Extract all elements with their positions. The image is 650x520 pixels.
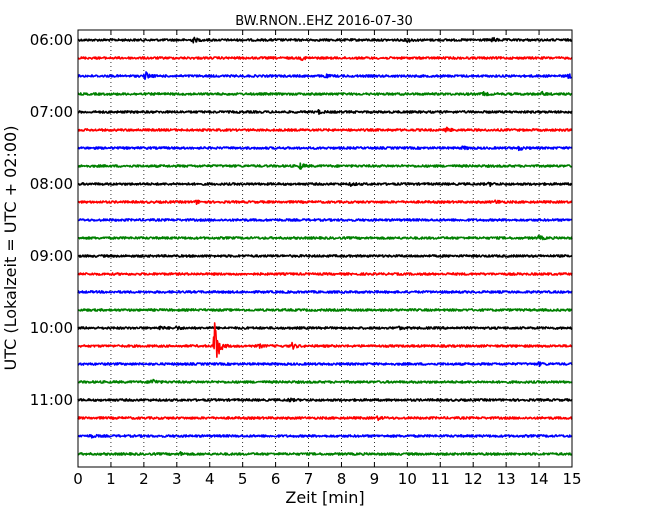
trace-line [77,56,573,62]
x-tick-label: 1 [106,470,116,488]
y-axis-label: UTC (Lokalzeit = UTC + 02:00) [1,126,20,371]
x-tick-label: 8 [337,470,347,488]
trace-line [77,308,573,312]
x-axis-label: Zeit [min] [285,488,364,507]
x-tick-label: 10 [398,470,417,488]
trace-line [77,433,573,439]
y-tick-label: 08:00 [30,175,73,193]
y-tick-label: 11:00 [30,391,73,409]
trace-line [77,108,573,116]
x-tick-label: 9 [370,470,380,488]
trace-line [77,415,573,422]
trace-line [77,451,573,457]
trace-line [77,71,573,81]
trace-line [77,322,573,358]
x-tick-label: 14 [530,470,549,488]
x-tick-label: 12 [464,470,483,488]
x-tick-label: 11 [431,470,450,488]
trace-line [77,126,573,133]
trace-line [77,181,573,188]
grid-lines [110,30,540,467]
y-tick-label: 09:00 [30,247,73,265]
x-tick-label: 0 [73,470,83,488]
plot-frame [77,29,573,468]
trace-line [77,254,573,258]
x-tick-label: 4 [205,470,215,488]
y-tick-label: 06:00 [30,31,73,49]
trace-line [77,290,573,294]
trace-line [77,361,573,368]
trace-line [77,199,573,206]
x-tick-label: 5 [238,470,248,488]
trace-line [77,378,573,384]
y-tick-label: 07:00 [30,103,73,121]
trace-line [77,397,573,403]
x-axis: 0 1 2 3 4 5 6 7 8 9 10 11 12 13 14 15 [73,30,582,488]
trace-line [77,145,573,152]
trace-line [77,162,573,170]
y-axis: 06:00 07:00 08:00 09:00 10:00 11:00 [30,31,572,409]
trace-line [77,272,573,276]
x-tick-label: 7 [304,470,314,488]
trace-line [77,325,573,331]
trace-group [77,36,573,457]
y-tick-label: 10:00 [30,319,73,337]
x-tick-label: 15 [562,470,581,488]
x-tick-label: 13 [497,470,516,488]
x-tick-label: 2 [139,470,149,488]
chart-title: BW.RNON..EHZ 2016-07-30 [235,14,413,29]
trace-line [77,36,573,44]
trace-line [77,90,573,97]
trace-line [77,218,573,222]
x-tick-label: 3 [172,470,182,488]
x-tick-label: 6 [271,470,281,488]
trace-line [77,234,573,241]
